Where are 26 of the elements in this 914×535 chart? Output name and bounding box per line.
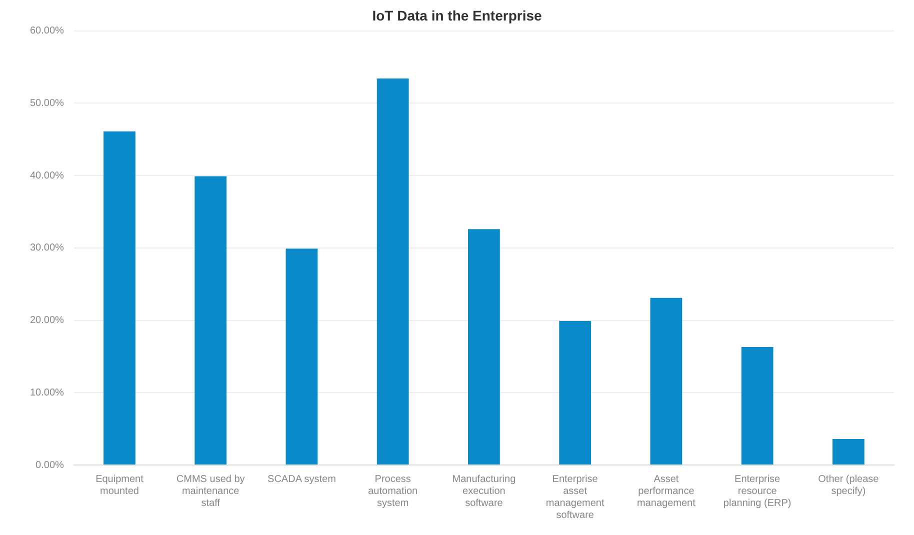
x-tick-label: Manufacturing execution software bbox=[452, 474, 516, 509]
bar bbox=[741, 347, 774, 464]
x-tick-label: SCADA system bbox=[268, 474, 336, 485]
x-tick-label: Asset performance management bbox=[637, 474, 696, 509]
x-tick-label: Enterprise asset management software bbox=[546, 474, 604, 521]
x-tick-label: Process automation system bbox=[368, 474, 418, 509]
y-tick-label: 60.00% bbox=[30, 26, 64, 37]
bar bbox=[468, 229, 500, 464]
x-tick-label: CMMS used by maintenance staff bbox=[176, 474, 245, 509]
y-tick-label: 0.00% bbox=[36, 460, 64, 471]
x-tick-label: Other (please specify) bbox=[818, 474, 880, 497]
x-tick-label: Enterprise resource planning (ERP) bbox=[723, 474, 792, 509]
bar bbox=[650, 298, 682, 464]
bar bbox=[286, 248, 318, 464]
y-tick-label: 10.00% bbox=[30, 387, 64, 398]
bar bbox=[832, 438, 864, 464]
bar bbox=[104, 131, 136, 464]
chart-title: IoT Data in the Enterprise bbox=[372, 7, 542, 24]
bar bbox=[376, 78, 409, 464]
bar bbox=[559, 320, 592, 464]
y-tick-label: 40.00% bbox=[30, 170, 64, 182]
bar bbox=[194, 176, 227, 464]
y-tick-label: 20.00% bbox=[30, 315, 64, 326]
x-tick-label: Equipment mounted bbox=[96, 474, 144, 497]
y-tick-label: 30.00% bbox=[30, 242, 64, 254]
y-tick-label: 50.00% bbox=[30, 98, 64, 109]
